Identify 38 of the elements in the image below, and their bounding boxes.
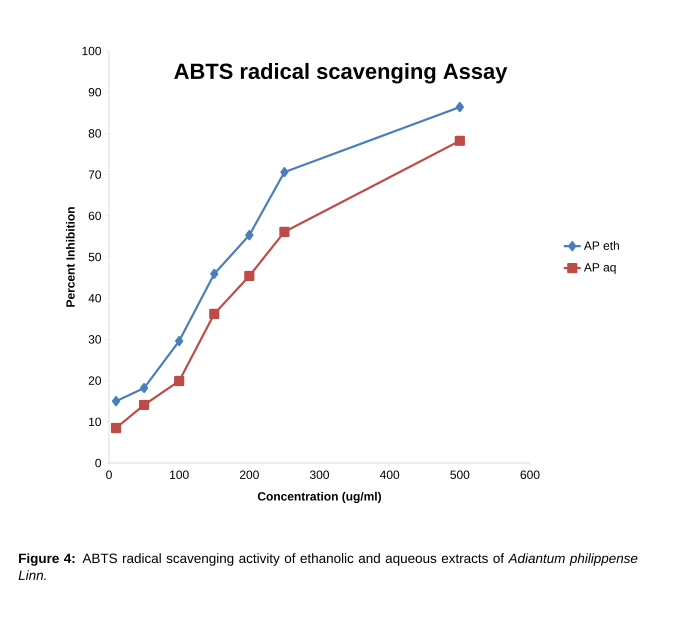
point [280, 167, 289, 178]
point [456, 102, 464, 112]
y-tick-label: 60 [88, 212, 102, 220]
y-tick-label: 100 [82, 46, 102, 56]
y-tick-label: 20 [88, 376, 102, 385]
x-tick-label: 300 [310, 470, 330, 479]
point [138, 400, 150, 410]
y-tick-label: 30 [88, 335, 102, 344]
legend-label: AP aq [584, 263, 616, 274]
point [279, 226, 290, 237]
point [245, 230, 254, 240]
y-tick-label: 50 [88, 252, 102, 262]
x-tick-label: 100 [170, 470, 189, 479]
y-axis-title: Percent Inhibition [66, 207, 75, 307]
y-tick-label: 70 [88, 170, 102, 179]
x-tick-label: 200 [240, 470, 259, 479]
point [209, 308, 220, 319]
y-tick-label: 40 [88, 294, 102, 302]
point [112, 396, 120, 406]
text: ABTS radical scavenging Assay [174, 62, 508, 84]
point [110, 422, 122, 434]
x-tick-label: 0 [106, 470, 112, 479]
y-tick-label: 10 [89, 418, 102, 426]
x-tick-label: 600 [520, 470, 540, 479]
point [454, 136, 465, 146]
point [174, 376, 184, 386]
point [175, 336, 184, 346]
legend-label: AP eth [584, 241, 619, 250]
x-tick-label: 500 [450, 470, 470, 479]
y-tick-label: 90 [88, 88, 102, 96]
point [210, 268, 218, 279]
y-tick-label: 0 [95, 458, 102, 468]
y-tick-label: 80 [88, 129, 102, 138]
text: Figure 4: ABTS radical scavenging activity of ethanolic and aqueous extracts of Adiantum philippense Linn. [18, 553, 638, 580]
point [140, 382, 148, 394]
x-axis-title: Concentration (ug/ml) [258, 492, 382, 504]
x-tick-label: 400 [380, 470, 400, 479]
point [244, 270, 254, 282]
